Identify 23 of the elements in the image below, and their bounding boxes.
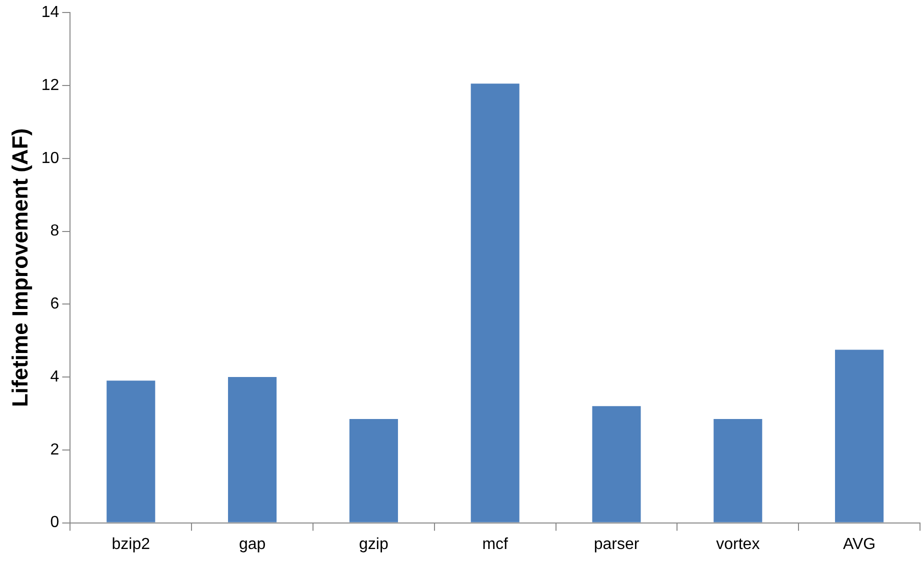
x-tick-label: mcf [482,536,509,553]
y-tick-label: 8 [50,222,60,240]
x-tick-label: gzip [359,536,388,553]
x-tick-label: gap [238,536,266,553]
bar [470,84,520,522]
y-axis-title: Lifetime Improvement (AF) [7,128,32,408]
y-tick-label: 0 [50,514,60,532]
x-tick-label: AVG [842,536,876,553]
y-tick-label: 4 [50,368,60,386]
bar [106,380,156,522]
y-tick-label: 14 [41,4,60,22]
y-tick-label: 10 [41,150,60,167]
bar [835,350,884,522]
x-tick-label: bzip2 [112,536,150,553]
y-tick-label: 12 [41,76,60,94]
bar [228,377,277,522]
bar [349,418,398,522]
x-tick-label: parser [594,536,640,553]
y-tick-label: 6 [50,296,60,313]
x-tick-label: vortex [716,536,760,553]
bar [592,406,641,522]
y-tick-label: 2 [50,441,60,458]
bar [714,418,762,522]
